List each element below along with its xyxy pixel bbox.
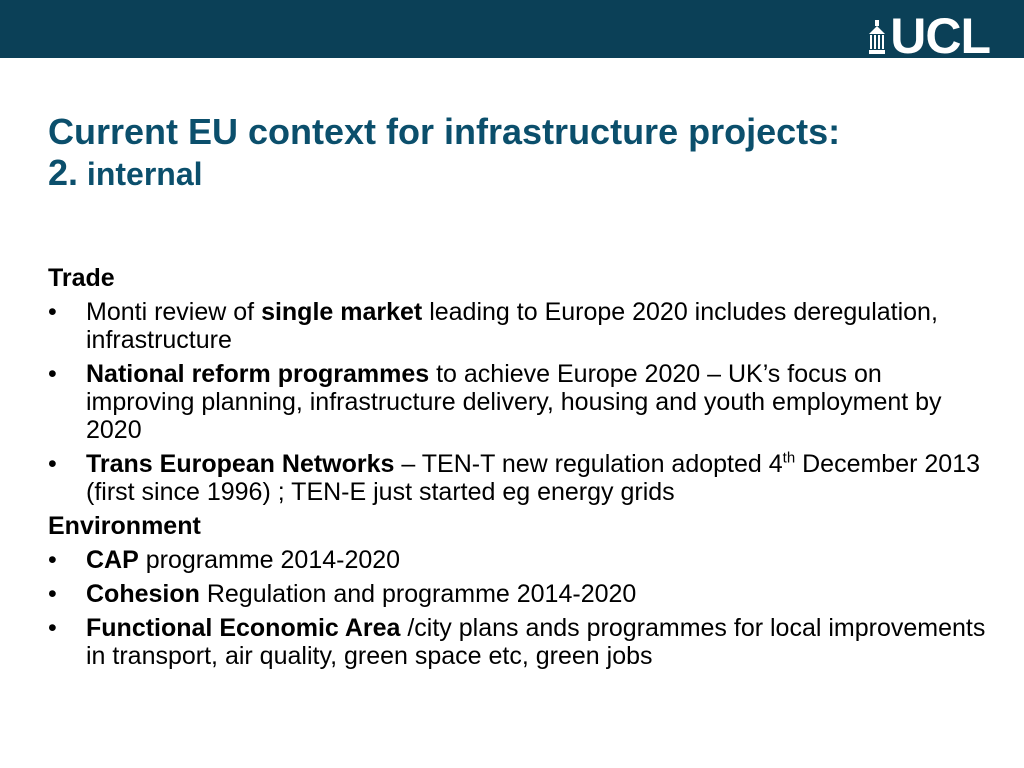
title-number: 2.	[48, 152, 79, 193]
bullet-text-bold: National reform programmes	[86, 360, 430, 388]
bullet-item: • Functional Economic Area /city plans a…	[48, 614, 988, 670]
bullet-text-post-2: December 2013 (first since 1996) ; TEN-E…	[86, 450, 980, 506]
slide-body: Trade • Monti review of single market le…	[48, 264, 988, 676]
header-bar: UCL	[0, 0, 1024, 64]
bullet-text-post: Regulation and programme 2014-2020	[199, 580, 637, 608]
bullet-marker: •	[48, 360, 57, 388]
bullet-text-bold: Trans European Networks	[86, 450, 395, 478]
bullet-item: • Trans European Networks – TEN-T new re…	[48, 450, 988, 506]
bullet-text-post: – TEN-T new regulation adopted 4	[394, 450, 783, 478]
bullet-marker: •	[48, 450, 57, 478]
logo-text: UCL	[890, 8, 991, 64]
section-heading-trade: Trade	[48, 264, 115, 292]
bullet-item: • Cohesion Regulation and programme 2014…	[48, 580, 988, 608]
ucl-logo: UCL	[869, 8, 991, 64]
bullet-text-bold: single market	[261, 298, 423, 326]
bullet-text-bold: CAP	[86, 546, 139, 574]
title-line-1: Current EU context for infrastructure pr…	[48, 111, 841, 152]
ordinal-suffix: th	[782, 449, 796, 467]
bullet-item: • Monti review of single market leading …	[48, 298, 988, 354]
title-subtitle: internal	[86, 156, 203, 192]
bullet-item: • National reform programmes to achieve …	[48, 360, 988, 444]
portico-icon	[869, 20, 886, 54]
bullet-text-bold: Cohesion	[86, 580, 200, 608]
section-heading-environment: Environment	[48, 512, 201, 540]
bullet-item: • CAP programme 2014-2020	[48, 546, 988, 574]
bullet-text-bold: Functional Economic Area	[86, 614, 401, 642]
bullet-marker: •	[48, 546, 57, 574]
bullet-marker: •	[48, 298, 57, 326]
bullet-text-pre: Monti review of	[86, 298, 262, 326]
bullet-text-post: leading to Europe 2020 includes deregula…	[86, 298, 938, 354]
slide-title: Current EU context for infrastructure pr…	[48, 111, 840, 194]
bullet-marker: •	[48, 614, 57, 642]
bullet-text-post: programme 2014-2020	[138, 546, 401, 574]
bullet-marker: •	[48, 580, 57, 608]
bullet-text-post: /city plans ands programmes for local im…	[86, 614, 986, 670]
title-line-2: 2. internal	[48, 153, 840, 194]
bullet-text-post: to achieve Europe 2020 – UK’s focus on i…	[86, 360, 942, 444]
